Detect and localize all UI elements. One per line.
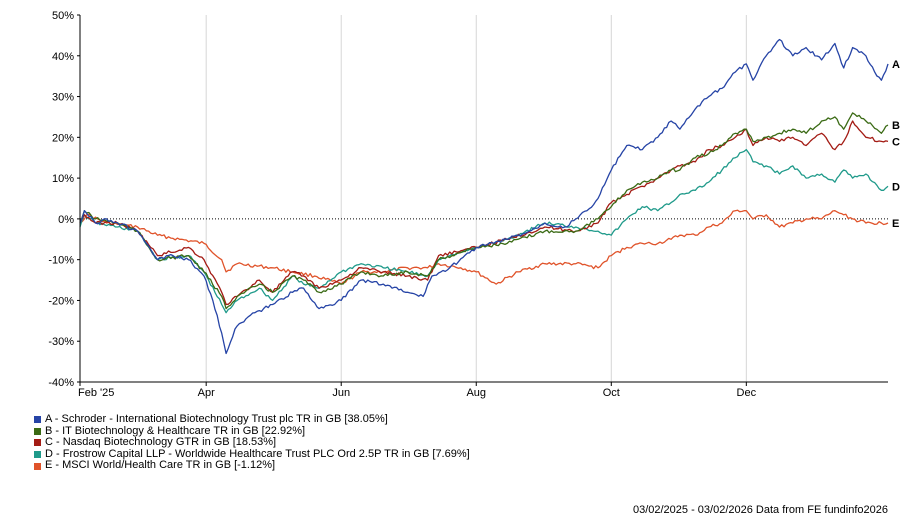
series-end-label-a: A: [892, 59, 900, 71]
legend-label: B - IT Biotechnology & Healthcare TR in …: [45, 424, 306, 437]
y-tick-label: 0%: [58, 214, 74, 226]
y-tick-label: -20%: [48, 295, 74, 307]
y-tick-label: 30%: [52, 92, 74, 104]
y-tick-label: -30%: [48, 336, 74, 348]
y-tick-label: 40%: [52, 51, 74, 63]
legend-swatch: [34, 416, 41, 424]
y-tick-label: 10%: [52, 173, 74, 185]
x-tick-label: Apr: [198, 387, 215, 399]
y-tick-label: -40%: [48, 377, 74, 389]
x-tick-label: Oct: [603, 387, 620, 399]
x-tick-label: Aug: [466, 387, 486, 399]
x-tick-label: Dec: [737, 387, 757, 399]
x-axis-ticks: Feb '25 Apr Jun Aug Oct Dec: [78, 382, 757, 399]
series-line-e: [79, 209, 889, 285]
plot-frame: [79, 15, 888, 383]
footer-date-range: 03/02/2025 - 03/02/2026: [632, 504, 753, 516]
footer-source: Data from FE fundinfo2026: [755, 504, 888, 516]
series-line-a: [79, 38, 889, 355]
series-end-label-e: E: [892, 218, 899, 230]
legend-swatch: [34, 451, 41, 459]
legend-swatch: [34, 427, 41, 435]
series-line-b: [79, 112, 889, 310]
y-axis-ticks: 50% 40% 30% 20% 10% 0% -10% -20% -30% -40%: [48, 10, 80, 389]
legend-swatch: [34, 462, 41, 470]
legend-swatch: [34, 439, 41, 447]
x-tick-label: Jun: [332, 387, 350, 399]
y-tick-label: 50%: [52, 10, 74, 22]
legend-label: E - MSCI World/Health Care TR in GB [-1.…: [45, 459, 276, 472]
legend-item-e: E - MSCI World/Health Care TR in GB [-1.…: [34, 460, 470, 472]
series-line-d: [79, 148, 889, 314]
legend-item-b: B - IT Biotechnology & Healthcare TR in …: [34, 424, 470, 438]
y-tick-label: 20%: [52, 132, 74, 144]
chart-legend: A - Schroder - International Biotechnolo…: [34, 413, 470, 472]
legend-item-a: A - Schroder - International Biotechnolo…: [34, 413, 470, 426]
series-lines: [79, 38, 889, 355]
performance-chart: 50% 40% 30% 20% 10% 0% -10% -20% -30% -40% Feb '2…: [48, 10, 900, 399]
legend-item-c: C - Nasdaq Biotechnology GTR in GB [18.5…: [34, 437, 470, 449]
legend-label: D - Frostrow Capital LLP - Worldwide Hea…: [45, 447, 470, 460]
grid-lines: [205, 15, 747, 382]
series-end-labels: E D CB A: [892, 59, 900, 230]
legend-label: C - Nasdaq Biotechnology GTR in GB [18.5…: [45, 436, 277, 449]
series-end-label-d: D: [892, 181, 900, 193]
chart-footer: 03/02/2025 - 03/02/2026 Data from FE fun…: [633, 504, 888, 516]
legend-item-d: D - Frostrow Capital LLP - Worldwide Hea…: [34, 447, 470, 461]
series-end-label-b: B: [892, 120, 900, 132]
series-end-label-c: C: [892, 136, 900, 148]
y-tick-label: -10%: [48, 255, 74, 267]
x-tick-label: Feb '25: [78, 387, 114, 399]
legend-label: A - Schroder - International Biotechnolo…: [45, 413, 388, 425]
